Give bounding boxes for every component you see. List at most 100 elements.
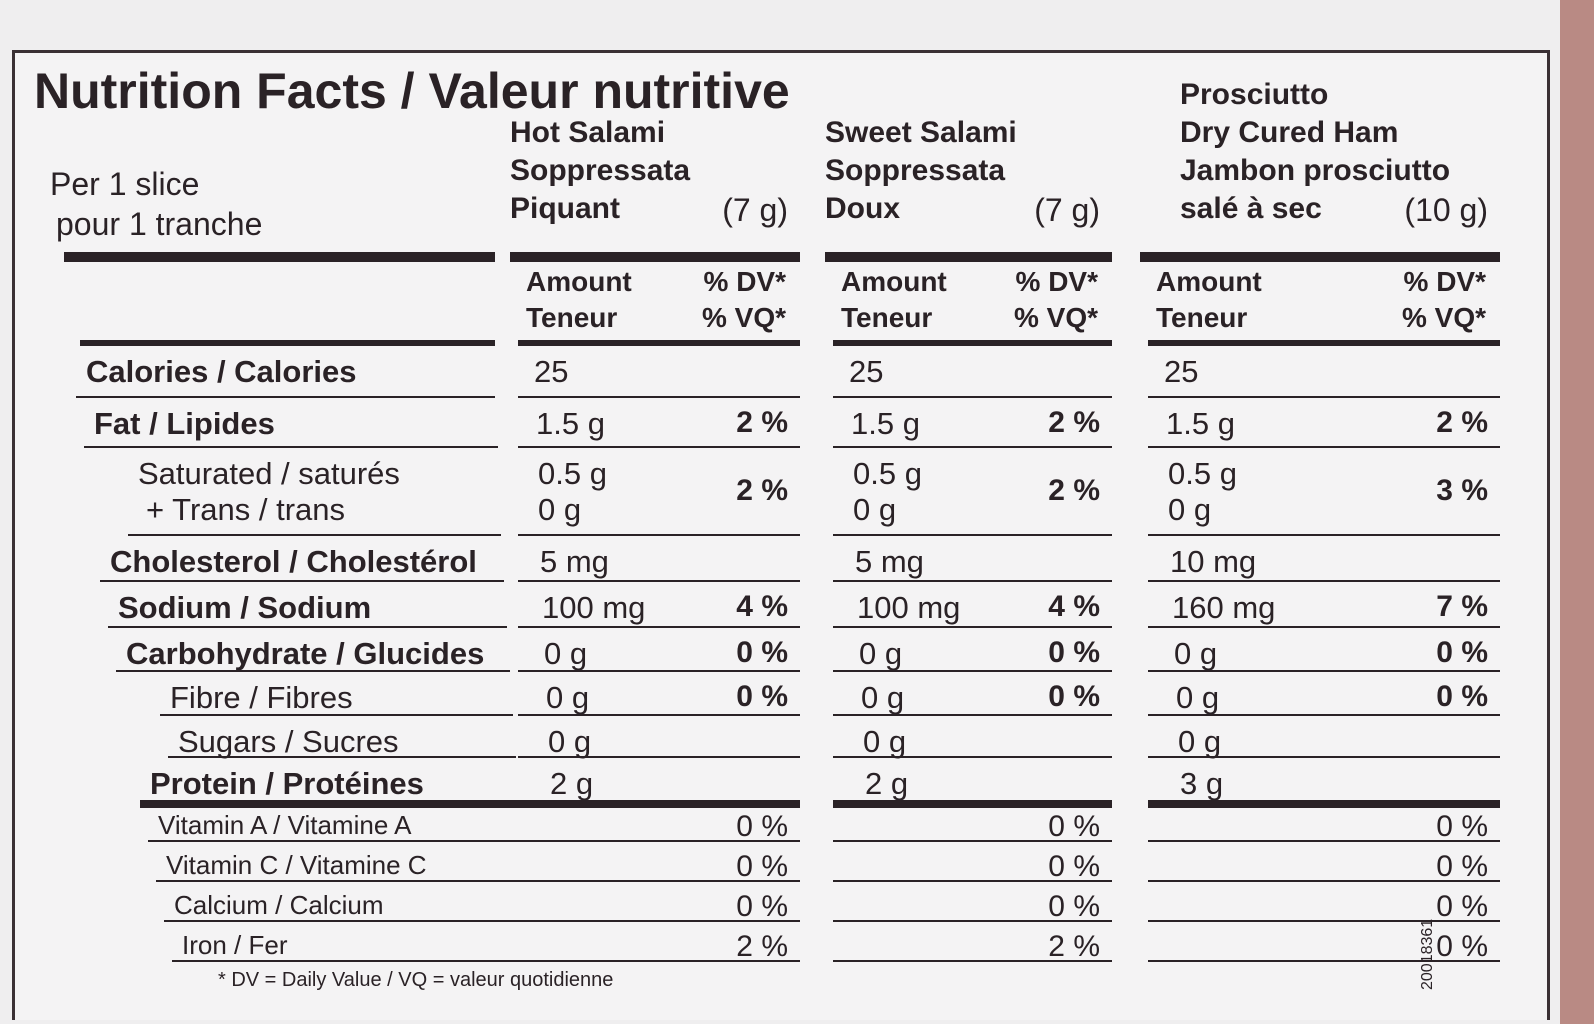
rule: [1148, 340, 1500, 346]
amount: 0.5 g: [853, 456, 922, 491]
rule: [1140, 252, 1500, 262]
amount: 0 g: [1178, 724, 1222, 759]
rule: [172, 960, 531, 962]
daily-value: 2 %: [1436, 406, 1488, 439]
rule: [148, 840, 522, 842]
amount: 25: [1164, 354, 1199, 389]
rule: [518, 446, 800, 448]
rule: [518, 714, 800, 716]
serving-size: Per 1 slice: [50, 166, 200, 202]
amount: 0 g: [548, 724, 592, 759]
dv-header: % DV*: [1403, 266, 1486, 297]
dv-header: % DV*: [1015, 266, 1098, 297]
daily-value: 0 %: [1048, 636, 1100, 669]
rule: [1148, 714, 1500, 716]
rule: [833, 756, 1112, 758]
rule: [156, 880, 525, 882]
nutrient-label: Calories / Calories: [86, 354, 357, 389]
daily-value: 0 %: [1048, 680, 1100, 713]
rule: [128, 534, 501, 536]
serving-weight: (7 g): [1034, 192, 1100, 228]
rule: [518, 340, 800, 346]
daily-value: 0 %: [736, 890, 788, 923]
nutrient-label: Calcium / Calcium: [174, 890, 384, 920]
daily-value: 2 %: [736, 474, 788, 507]
amount: 0 g: [1176, 680, 1220, 715]
daily-value: 0 %: [1436, 810, 1488, 843]
daily-value: 3 %: [1436, 474, 1488, 507]
nutrient-label: Sodium / Sodium: [118, 590, 372, 625]
amount-header: Amount: [526, 266, 632, 297]
daily-value: 4 %: [1048, 590, 1100, 623]
rule: [833, 396, 1112, 398]
rule: [1148, 880, 1500, 882]
rule: [80, 340, 495, 346]
nutrient-label: Protein / Protéines: [150, 766, 424, 801]
nutrient-label: Vitamin A / Vitamine A: [158, 810, 412, 840]
rule: [1148, 396, 1500, 398]
nutrient-label: Cholesterol / Cholestérol: [110, 544, 477, 579]
rule: [518, 396, 800, 398]
rule: [833, 960, 1112, 962]
daily-value: 0 %: [1048, 810, 1100, 843]
rule: [1148, 800, 1500, 808]
daily-value: 2 %: [1048, 474, 1100, 507]
daily-value: 0 %: [1048, 890, 1100, 923]
amount: 5 mg: [855, 544, 924, 579]
amount: 2 g: [550, 766, 594, 801]
dv-header: % DV*: [703, 266, 786, 297]
amount-header: Amount: [841, 266, 947, 297]
amount: 160 mg: [1172, 590, 1276, 625]
rule: [518, 880, 800, 882]
amount: 3 g: [1180, 766, 1224, 801]
daily-value: 2 %: [736, 406, 788, 439]
nutrient-label: + Trans / trans: [146, 492, 346, 527]
amount: 1.5 g: [1166, 406, 1235, 441]
amount: 0 g: [538, 492, 582, 527]
rule: [833, 580, 1112, 582]
dv-header: % VQ*: [1013, 302, 1098, 333]
daily-value: 2 %: [1048, 406, 1100, 439]
nutrient-label: Fat / Lipides: [94, 406, 275, 441]
rule: [518, 960, 800, 962]
dv-header: % VQ*: [1401, 302, 1486, 333]
product-name: Prosciutto: [1180, 78, 1329, 111]
daily-value: 0 %: [1436, 636, 1488, 669]
dv-header: % VQ*: [701, 302, 786, 333]
rule: [168, 756, 516, 758]
amount-header: Teneur: [1156, 302, 1248, 333]
product-name: Soppressata: [825, 154, 1006, 187]
amount: 0 g: [861, 680, 905, 715]
daily-value: 7 %: [1436, 590, 1488, 623]
rule: [116, 670, 510, 672]
nutrient-label: Sugars / Sucres: [178, 724, 399, 759]
rule: [833, 534, 1112, 536]
amount: 0 g: [546, 680, 590, 715]
daily-value: 0 %: [1436, 930, 1488, 963]
amount: 2 g: [865, 766, 909, 801]
amount-header: Teneur: [526, 302, 618, 333]
amount: 25: [534, 354, 569, 389]
amount: 0.5 g: [1168, 456, 1237, 491]
rule: [108, 626, 507, 628]
amount: 100 mg: [542, 590, 646, 625]
product-name: Piquant: [510, 192, 620, 225]
daily-value: 2 %: [736, 930, 788, 963]
product-name: Sweet Salami: [825, 116, 1017, 149]
rule: [833, 920, 1112, 922]
daily-value: 0 %: [736, 850, 788, 883]
rule: [833, 670, 1112, 672]
title: Nutrition Facts / Valeur nutritive: [34, 63, 790, 119]
rule: [833, 840, 1112, 842]
nutrient-label: Carbohydrate / Glucides: [126, 636, 485, 671]
rule: [518, 800, 800, 808]
nutrient-label: Iron / Fer: [182, 930, 288, 960]
serving-size: pour 1 tranche: [56, 206, 263, 242]
amount: 0 g: [544, 636, 588, 671]
rule: [1148, 580, 1500, 582]
rule: [833, 800, 1112, 808]
amount: 5 mg: [540, 544, 609, 579]
product-name: Doux: [825, 192, 900, 225]
rule: [1148, 670, 1500, 672]
